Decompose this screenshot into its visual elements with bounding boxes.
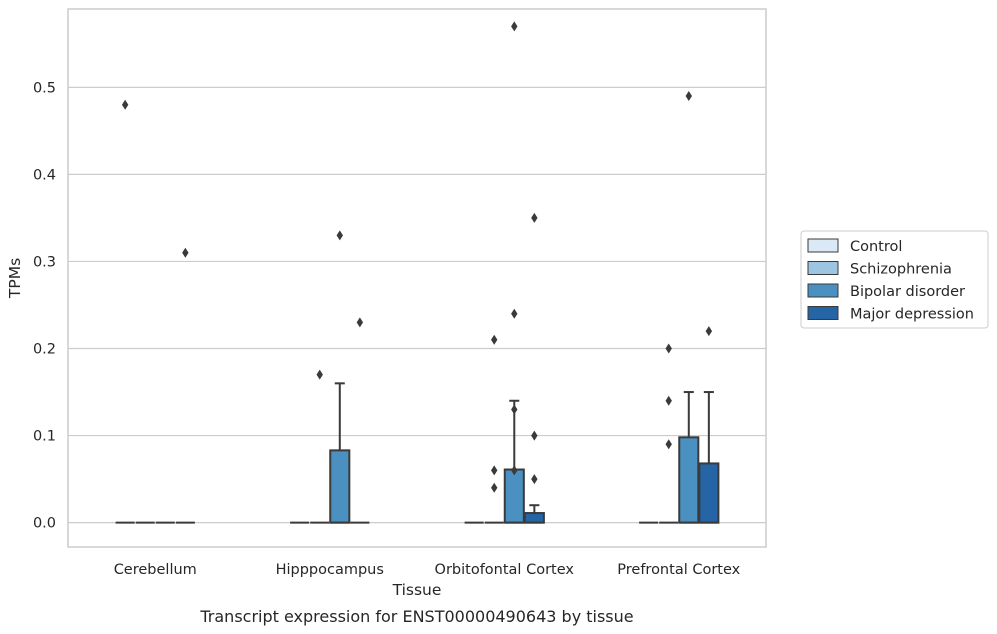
x-tick-label: Hipppocampus xyxy=(276,562,384,578)
outlier-point xyxy=(511,465,518,476)
x-axis-ticks: Cerebellum Hipppocampus Orbitofontal Corte… xyxy=(114,562,741,578)
y-tick-label: 0.2 xyxy=(33,342,56,358)
box-plot xyxy=(503,21,525,524)
outlier-point xyxy=(665,395,672,406)
legend-item: Major depression xyxy=(807,306,974,323)
outlier-point xyxy=(491,465,498,476)
box-plot xyxy=(350,317,370,524)
outlier-point xyxy=(491,334,498,345)
box-plot xyxy=(115,99,135,524)
legend-label: Schizophrenia xyxy=(850,262,952,278)
y-tick-label: 0.0 xyxy=(33,516,56,532)
y-tick-label: 0.5 xyxy=(33,80,56,96)
box xyxy=(523,512,545,524)
outlier-point xyxy=(182,247,189,258)
box-plot xyxy=(175,247,195,524)
y-axis-ticks: 0.0 0.1 0.2 0.3 0.4 0.5 xyxy=(33,80,56,531)
box-plot xyxy=(678,91,700,524)
outlier-point xyxy=(491,482,498,493)
legend-swatch xyxy=(807,306,839,320)
outlier-point xyxy=(665,439,672,450)
legend-frame xyxy=(800,230,989,329)
outlier-point xyxy=(511,308,518,319)
legend-label: Bipolar disorder xyxy=(850,284,965,300)
legend-item: Bipolar disorder xyxy=(807,283,965,300)
y-tick-label: 0.4 xyxy=(33,167,56,183)
box-plot xyxy=(484,334,504,524)
outlier-point xyxy=(531,430,538,441)
box-plot xyxy=(310,369,330,524)
outlier-point xyxy=(511,404,518,415)
box-plots xyxy=(115,21,720,524)
x-axis-label: Tissue xyxy=(392,581,442,599)
box xyxy=(678,436,700,524)
y-axis-label: TPMs xyxy=(6,258,24,299)
outlier-point xyxy=(121,99,129,110)
outlier-point xyxy=(336,230,343,241)
outlier-point xyxy=(705,326,713,337)
outlier-point xyxy=(531,212,538,223)
gridlines xyxy=(68,86,766,524)
chart-caption: Transcript expression for ENST0000049064… xyxy=(199,607,633,626)
outlier-point xyxy=(356,317,364,328)
x-tick-label: Prefrontal Cortex xyxy=(617,562,740,578)
legend-swatch xyxy=(807,238,839,253)
outlier-point xyxy=(531,474,538,485)
box xyxy=(329,449,351,524)
box-plot xyxy=(329,230,351,524)
box-plot xyxy=(698,326,720,524)
legend-swatch xyxy=(807,261,839,275)
box-plot xyxy=(523,212,545,524)
x-tick-label: Cerebellum xyxy=(114,562,197,578)
box xyxy=(698,462,720,524)
legend-item: Control xyxy=(807,238,902,255)
legend-label: Control xyxy=(850,239,902,255)
outlier-point xyxy=(685,91,692,102)
y-tick-label: 0.3 xyxy=(33,254,56,270)
outlier-point xyxy=(511,21,518,32)
box-plot xyxy=(659,343,679,524)
legend-swatch xyxy=(807,283,839,298)
legend-item: Schizophrenia xyxy=(807,261,952,278)
box xyxy=(503,468,525,524)
legend: Control Schizophrenia Bipolar disorder Majo… xyxy=(800,230,989,329)
x-tick-label: Orbitofontal Cortex xyxy=(435,562,575,578)
plot-frame xyxy=(67,8,767,548)
outlier-point xyxy=(665,343,672,354)
outlier-point xyxy=(316,369,323,380)
legend-label: Major depression xyxy=(850,307,974,323)
y-tick-label: 0.1 xyxy=(33,429,56,445)
